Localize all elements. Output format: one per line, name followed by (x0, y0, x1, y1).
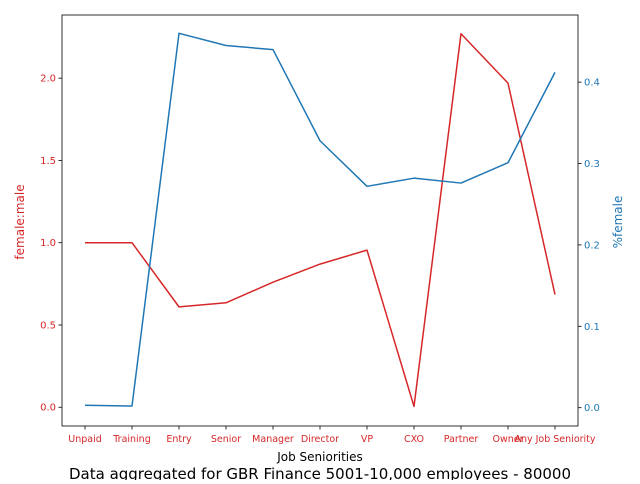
y-left-tick-label-4: 2.0 (40, 74, 56, 85)
x-tick-label-6: VP (361, 434, 373, 445)
x-tick-label-1: Training (112, 434, 151, 445)
x-tick-label-3: Senior (211, 434, 241, 445)
y-left-tick-label-1: 0.5 (40, 320, 56, 331)
x-tick-label-7: CXO (404, 434, 424, 445)
y-left-tick-label-2: 1.0 (40, 238, 56, 249)
y-left-tick-label-0: 0.0 (40, 403, 56, 414)
y-axis-right-label: %female (611, 196, 625, 249)
axes-layer (62, 15, 578, 426)
x-tick-label-2: Entry (166, 434, 192, 445)
series-line-1 (85, 33, 555, 406)
x-axis-label: Job Seniorities (276, 450, 363, 464)
x-tick-label-10: Any Job Seniority (514, 434, 595, 445)
y-right-tick-label-1: 0.1 (584, 322, 600, 333)
y-left-tick-label-3: 1.5 (40, 156, 56, 167)
y-right-tick-label-2: 0.2 (584, 240, 600, 251)
y-right-tick-label-3: 0.3 (584, 159, 600, 170)
chart-title: Data aggregated for GBR Finance 5001-10,… (69, 465, 571, 480)
y-right-tick-label-0: 0.0 (584, 403, 600, 414)
y-axis-left-label: female:male (13, 184, 27, 259)
y-right-tick-label-4: 0.4 (584, 78, 600, 89)
x-tick-label-8: Partner (444, 434, 479, 445)
series-layer (85, 33, 555, 406)
x-tick-label-0: Unpaid (68, 434, 102, 445)
x-tick-label-4: Manager (252, 434, 294, 445)
ticks-layer: 0.0 0.5 1.0 1.5 2.0 0.0 0.1 0.2 0.3 0.4 Unpaid Trai… (40, 74, 600, 445)
x-tick-label-5: Director (301, 434, 339, 445)
plot-frame (62, 15, 578, 426)
